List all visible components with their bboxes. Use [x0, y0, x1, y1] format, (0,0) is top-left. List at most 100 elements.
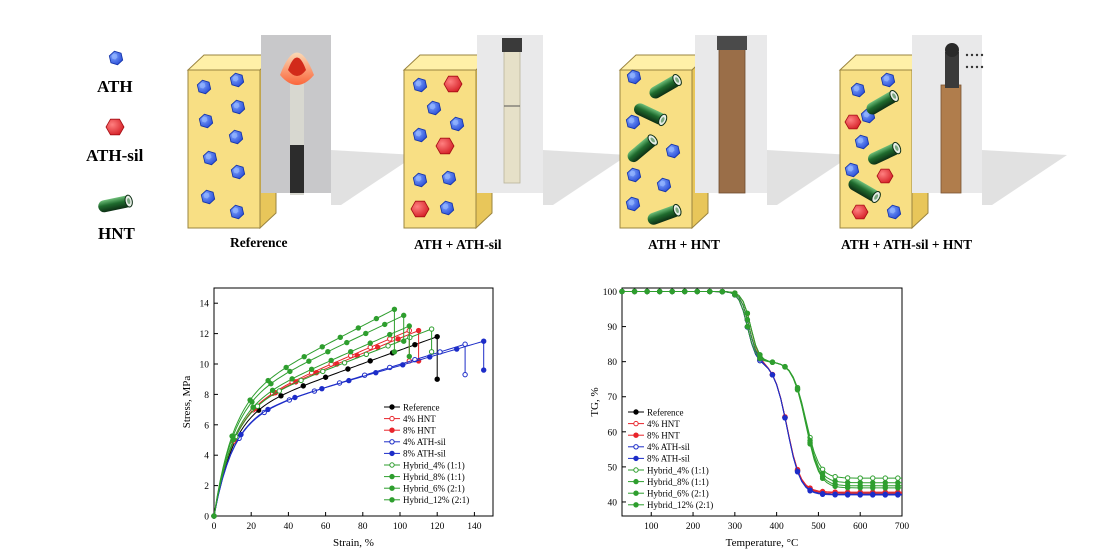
stress-series-marker	[434, 376, 440, 382]
ath-particle	[625, 196, 641, 212]
stress-series-marker	[319, 344, 325, 350]
stress-series-marker	[434, 333, 440, 340]
panel-ath-hnt-photo	[695, 35, 852, 205]
tg-legend-marker	[633, 478, 639, 485]
tg-chart: 100 200 300 400 500 600 700 40 50 60 70 80 90 100 Temp…	[589, 287, 909, 549]
stress-legend-label: Reference	[403, 402, 439, 412]
tg-xtick-label: 400	[770, 522, 785, 532]
tg-series-marker	[707, 288, 713, 295]
stress-legend-marker	[389, 497, 395, 503]
tg-series-marker	[681, 288, 688, 295]
stress-legend-label: 8% ATH-sil	[403, 449, 446, 459]
stress-xtick-label: 40	[284, 522, 294, 532]
stress-series-marker	[247, 397, 253, 403]
stress-series-marker	[428, 349, 435, 355]
stress-series-marker	[355, 325, 362, 331]
stress-legend-marker	[389, 427, 395, 433]
tg-series-marker	[669, 288, 675, 295]
tg-xtick-label: 600	[853, 522, 868, 532]
ath-particle	[441, 170, 457, 186]
stress-series-marker	[322, 374, 329, 380]
stress-legend-marker	[389, 450, 395, 457]
tg-series-marker	[832, 481, 838, 487]
ath-particle	[449, 116, 465, 132]
panel-label-ath-ath-sil-hnt: ATH + ATH-sil + HNT	[841, 237, 973, 252]
tg-ylabel: TG, %	[589, 387, 601, 416]
tg-series-marker	[644, 288, 650, 295]
stress-series-marker	[462, 371, 468, 378]
ath-particle	[626, 167, 642, 183]
stress-series-marker	[265, 406, 271, 413]
ath-particle	[412, 127, 428, 143]
tg-series-marker	[832, 473, 838, 480]
stress-series-marker	[328, 357, 334, 364]
stress-series-marker	[348, 349, 354, 355]
stress-series-marker	[308, 366, 315, 372]
tg-ytick-label: 40	[608, 498, 618, 508]
ath-particle	[229, 72, 245, 88]
stress-ytick-label: 2	[204, 482, 209, 492]
ath-particle	[626, 69, 642, 85]
hnt-tube	[634, 103, 668, 127]
tg-series-marker	[882, 483, 888, 489]
tg-legend-marker	[633, 444, 639, 450]
ath-particle	[439, 200, 455, 216]
stress-ytick-label: 14	[200, 300, 210, 310]
stress-legend-label: 4% HNT	[403, 414, 436, 424]
stress-ytick-label: 6	[204, 421, 209, 431]
tg-series-line	[622, 291, 902, 495]
tg-xtick-label: 500	[811, 522, 826, 532]
tg-series-marker	[782, 364, 788, 370]
tg-legend-label: Hybrid_4% (1:1)	[647, 465, 709, 475]
hnt-tube	[627, 134, 658, 163]
stress-series-marker	[265, 377, 271, 384]
legend-ath-icon	[108, 50, 124, 66]
stress-series-marker	[300, 383, 306, 389]
stress-legend-marker	[389, 439, 395, 445]
tg-series-marker	[819, 473, 826, 480]
ath-sil-particle	[851, 204, 869, 220]
panel-label-ath-ath-sil: ATH + ATH-sil	[414, 237, 502, 252]
tg-series-marker	[719, 288, 725, 295]
stress-series-marker	[238, 431, 244, 438]
tg-xtick-label: 300	[728, 522, 743, 532]
stress-series-line	[213, 325, 410, 517]
tg-legend-label: 8% HNT	[647, 431, 680, 441]
stress-series-marker	[412, 342, 418, 348]
stress-legend-label: Hybrid_4% (1:1)	[403, 460, 465, 470]
stress-legend-marker	[389, 404, 395, 410]
ath-particle	[412, 77, 428, 93]
stress-legend-label: Hybrid_6% (2:1)	[403, 484, 465, 494]
tg-series-marker	[870, 483, 876, 489]
tg-ytick-label: 50	[608, 463, 618, 473]
tg-series-marker	[857, 475, 863, 481]
tg-legend-label: 8% ATH-sil	[647, 454, 690, 464]
stress-series-marker	[287, 368, 293, 375]
stress-xtick-label: 120	[430, 522, 445, 532]
tg-series-marker	[882, 475, 888, 481]
stress-series-marker	[298, 377, 304, 384]
stress-xtick-label: 60	[321, 522, 331, 532]
stress-ylabel: Stress, MPa	[181, 376, 193, 429]
tg-series-marker	[882, 492, 888, 498]
ath-sil-particle	[435, 137, 455, 155]
ath-sil-particle	[410, 200, 430, 218]
tg-series-marker	[895, 492, 901, 498]
ath-particle	[426, 100, 442, 116]
ath-particle	[200, 189, 216, 205]
stress-series-marker	[283, 364, 289, 371]
tg-series-marker	[807, 488, 813, 494]
hnt-tube	[848, 178, 881, 203]
tg-series-marker	[895, 483, 901, 489]
tg-series-marker	[844, 492, 851, 498]
ath-particle	[196, 79, 212, 95]
stress-series-marker	[382, 321, 388, 328]
stress-series-marker	[401, 338, 407, 344]
tg-series-marker	[744, 310, 751, 316]
stress-legend-label: Hybrid_12% (2:1)	[403, 495, 469, 505]
stress-series-marker	[363, 330, 369, 337]
legend-hnt-icon	[98, 194, 133, 213]
tg-series-line	[622, 291, 902, 487]
tg-series-marker	[857, 492, 863, 498]
hnt-tube	[866, 90, 899, 115]
